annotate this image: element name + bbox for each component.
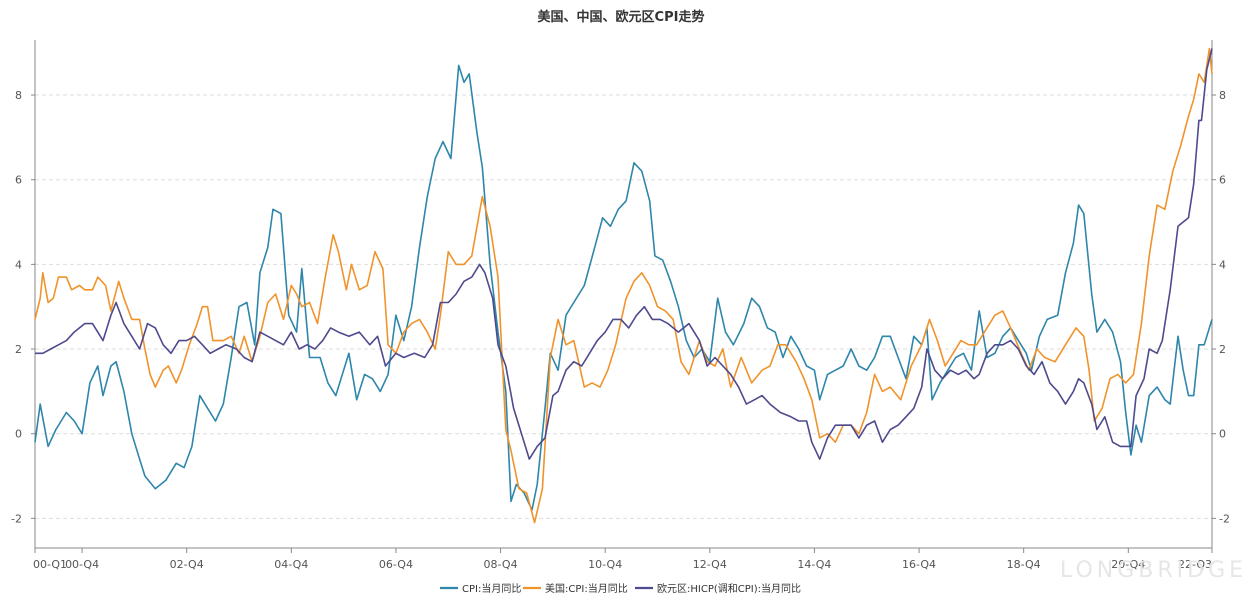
series-lines xyxy=(34,47,1213,524)
y-tick-label-left: 2 xyxy=(15,343,22,356)
y-tick-label-right: 0 xyxy=(1219,428,1226,441)
y-tick-label-right: 8 xyxy=(1219,89,1226,102)
y-tick-label-right: 4 xyxy=(1219,258,1226,271)
x-tick-label: 04-Q4 xyxy=(274,558,308,571)
legend: CPI:当月同比 美国:CPI:当月同比 欧元区:HICP(调和CPI):当月同比 xyxy=(440,582,801,595)
x-tick-label: 02-Q4 xyxy=(170,558,204,571)
x-tick-label: 16-Q4 xyxy=(902,558,936,571)
y-tick-label-left: 8 xyxy=(15,89,22,102)
y-tick-label-left: 0 xyxy=(15,428,22,441)
x-tick-label: 12-Q4 xyxy=(693,558,727,571)
y-tick-label-left: -2 xyxy=(11,512,22,525)
watermark-text: LONGBRIDGE xyxy=(1060,558,1243,583)
legend-item: CPI:当月同比 xyxy=(440,582,521,595)
x-tick-label: 22-Q3 xyxy=(1178,558,1212,571)
legend-label: CPI:当月同比 xyxy=(462,582,521,595)
x-tick-label: 18-Q4 xyxy=(1007,558,1041,571)
legend-item: 美国:CPI:当月同比 xyxy=(523,582,628,595)
x-tick-label: 20-Q4 xyxy=(1111,558,1145,571)
x-tick-label: 00-Q1 xyxy=(33,558,67,571)
y-tick-label-left: 6 xyxy=(15,174,22,187)
legend-label: 美国:CPI:当月同比 xyxy=(545,582,628,595)
y-tick-label-right: 6 xyxy=(1219,174,1226,187)
x-tick-label: 06-Q4 xyxy=(379,558,413,571)
x-tick-label: 08-Q4 xyxy=(484,558,518,571)
y-tick-label-right: -2 xyxy=(1219,512,1230,525)
series-line xyxy=(34,64,1213,511)
watermark: LONGBRIDGE xyxy=(1060,558,1243,583)
legend-item: 欧元区:HICP(调和CPI):当月同比 xyxy=(635,582,801,595)
y-tick-label-right: 2 xyxy=(1219,343,1226,356)
chart-title: 美国、中国、欧元区CPI走势 xyxy=(538,9,705,25)
legend-label: 欧元区:HICP(调和CPI):当月同比 xyxy=(657,582,801,595)
x-tick-label: 10-Q4 xyxy=(588,558,622,571)
x-tick-label: 14-Q4 xyxy=(797,558,831,571)
y-tick-label-left: 4 xyxy=(15,258,22,271)
series-line xyxy=(34,47,1213,524)
x-tick-label: 00-Q4 xyxy=(65,558,99,571)
gridlines xyxy=(35,94,1212,519)
series-line xyxy=(35,48,1213,460)
